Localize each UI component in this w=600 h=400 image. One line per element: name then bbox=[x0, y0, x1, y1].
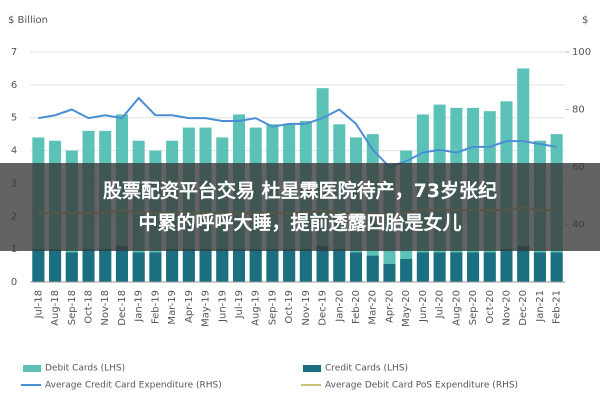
y-tick-label: 7 bbox=[11, 47, 17, 58]
x-tick-label: Jul-20 bbox=[435, 290, 446, 319]
bar bbox=[333, 249, 346, 282]
x-tick-label: Nov-20 bbox=[501, 290, 512, 326]
y-tick-label: 4 bbox=[11, 146, 17, 157]
x-tick-label: Sep-18 bbox=[67, 290, 78, 325]
bar bbox=[299, 249, 312, 282]
bar bbox=[49, 249, 62, 282]
bar bbox=[533, 252, 546, 282]
bar bbox=[182, 249, 195, 282]
x-tick-label: Jun-19 bbox=[217, 290, 228, 323]
x-tick-label: Aug-18 bbox=[50, 290, 61, 326]
x-tick-label: Oct-18 bbox=[84, 290, 95, 324]
bar bbox=[416, 252, 429, 282]
x-tick-label: Aug-19 bbox=[251, 290, 262, 326]
y2-tick-label: 80 bbox=[572, 105, 585, 116]
x-tick-label: Sep-19 bbox=[267, 290, 278, 325]
x-tick-label: Oct-20 bbox=[485, 290, 496, 324]
y2-tick-label: 100 bbox=[572, 47, 591, 58]
y-axis-label: $ Billion bbox=[8, 15, 48, 26]
x-tick-label: Sep-20 bbox=[468, 290, 479, 325]
bar bbox=[283, 249, 296, 282]
y-tick-label: 5 bbox=[11, 113, 17, 124]
bar bbox=[316, 245, 329, 282]
x-tick-label: Apr-19 bbox=[184, 290, 195, 323]
x-tick-label: Feb-21 bbox=[552, 290, 563, 324]
x-tick-label: Mar-20 bbox=[368, 290, 379, 325]
bar bbox=[115, 245, 128, 282]
bar bbox=[383, 263, 396, 282]
bar bbox=[99, 249, 112, 282]
bar bbox=[467, 252, 480, 282]
bar bbox=[500, 249, 513, 282]
x-tick-label: Nov-18 bbox=[100, 290, 111, 326]
bar bbox=[132, 252, 145, 282]
bar bbox=[266, 249, 279, 282]
x-tick-label: Feb-19 bbox=[150, 290, 161, 324]
line bbox=[38, 96, 557, 169]
bar bbox=[450, 252, 463, 282]
bar bbox=[149, 252, 162, 282]
legend-label: Debit Cards (LHS) bbox=[45, 364, 125, 374]
bar bbox=[232, 249, 246, 282]
y2-axis-label: $ bbox=[582, 15, 588, 26]
x-tick-label: Jul-18 bbox=[33, 290, 44, 319]
x-tick-label: Apr-20 bbox=[384, 290, 395, 323]
x-tick-label: Dec-19 bbox=[318, 290, 329, 326]
overlay-line: 中累的呼呼大睡，提前透露四胎是女儿 bbox=[138, 212, 462, 234]
x-tick-label: Jun-20 bbox=[418, 290, 429, 323]
legend-label: Credit Cards (LHS) bbox=[325, 364, 408, 374]
bar bbox=[517, 245, 530, 282]
x-tick-label: May-19 bbox=[201, 290, 212, 327]
bar bbox=[400, 259, 413, 282]
bar bbox=[433, 252, 446, 282]
x-tick-label: Mar-19 bbox=[167, 290, 178, 325]
bar bbox=[366, 255, 379, 282]
x-tick-label: Jan-19 bbox=[134, 290, 145, 323]
bar bbox=[216, 249, 229, 282]
x-tick-label: Jan-20 bbox=[334, 290, 345, 323]
x-tick-label: Oct-19 bbox=[284, 290, 295, 324]
overlay-line: 股票配资平台交易 杜星霖医院待产，73岁张纪 bbox=[102, 180, 498, 202]
legend-swatch bbox=[23, 365, 41, 372]
x-tick-label: Dec-18 bbox=[117, 290, 128, 326]
overlay-banner: 股票配资平台交易 杜星霖医院待产，73岁张纪 中累的呼呼大睡，提前透露四胎是女儿 bbox=[0, 163, 600, 251]
bar bbox=[199, 249, 212, 282]
y-tick-label: 0 bbox=[11, 277, 17, 288]
x-tick-label: May-20 bbox=[401, 290, 412, 327]
y-tick-label: 6 bbox=[11, 80, 17, 91]
bar bbox=[32, 249, 45, 282]
x-tick-label: Aug-20 bbox=[451, 290, 462, 326]
bar bbox=[349, 252, 363, 282]
bar bbox=[65, 252, 78, 282]
bar bbox=[483, 252, 496, 282]
legend-label: Average Debit Card PoS Expenditure (RHS) bbox=[325, 381, 518, 391]
x-tick-label: Feb-20 bbox=[351, 290, 362, 324]
bar bbox=[550, 252, 563, 282]
legend-label: Average Credit Card Expenditure (RHS) bbox=[45, 381, 222, 391]
x-tick-label: Jul-19 bbox=[234, 290, 245, 319]
bar bbox=[249, 249, 262, 282]
bar bbox=[82, 249, 95, 282]
legend-swatch bbox=[303, 365, 321, 372]
x-tick-label: Nov-19 bbox=[301, 290, 312, 326]
x-tick-label: Jan-21 bbox=[535, 290, 546, 323]
x-tick-label: Dec-20 bbox=[518, 290, 529, 326]
bar bbox=[166, 249, 179, 282]
